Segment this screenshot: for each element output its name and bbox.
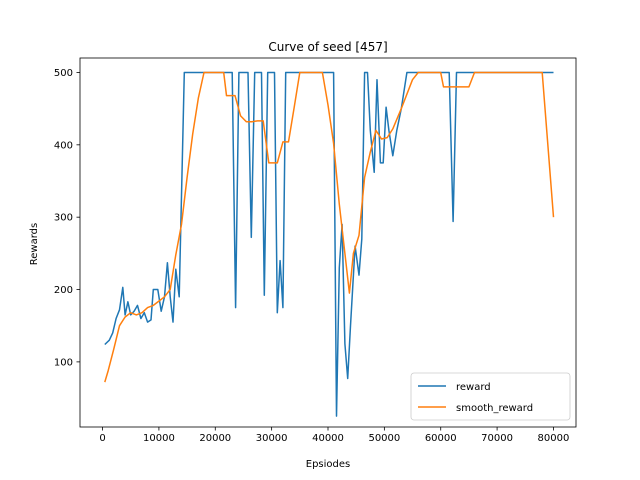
legend-label-smooth-reward: smooth_reward: [456, 403, 533, 414]
y-tick-label: 200: [54, 285, 73, 296]
plot-area: [104, 71, 555, 417]
x-tick-label: 30000: [256, 433, 288, 444]
y-axis-ticks: 100 200 300 400 500: [54, 68, 80, 368]
chart-title: Curve of seed [457]: [268, 40, 387, 54]
x-tick-label: 10000: [143, 433, 175, 444]
y-tick-label: 100: [54, 357, 73, 368]
x-tick-label: 70000: [481, 433, 513, 444]
y-tick-label: 300: [54, 213, 73, 224]
x-axis-ticks: 0 10000 20000 30000 40000 50000 60000 70000 8000…: [99, 427, 569, 444]
x-tick-label: 40000: [312, 433, 344, 444]
x-tick-label: 20000: [199, 433, 231, 444]
legend-box: [410, 372, 571, 421]
y-axis-label: Rewards: [29, 223, 40, 265]
y-tick-label: 400: [54, 140, 73, 151]
legend-label-reward: reward: [456, 382, 491, 393]
series-line-smooth-reward: [104, 71, 555, 383]
x-tick-label: 50000: [368, 433, 400, 444]
x-tick-label: 0: [99, 433, 105, 444]
x-axis-label: Epsiodes: [306, 459, 350, 470]
x-tick-label: 60000: [425, 433, 457, 444]
y-tick-label: 500: [54, 68, 73, 79]
x-tick-label: 80000: [538, 433, 570, 444]
legend: reward smooth_reward: [410, 372, 571, 421]
